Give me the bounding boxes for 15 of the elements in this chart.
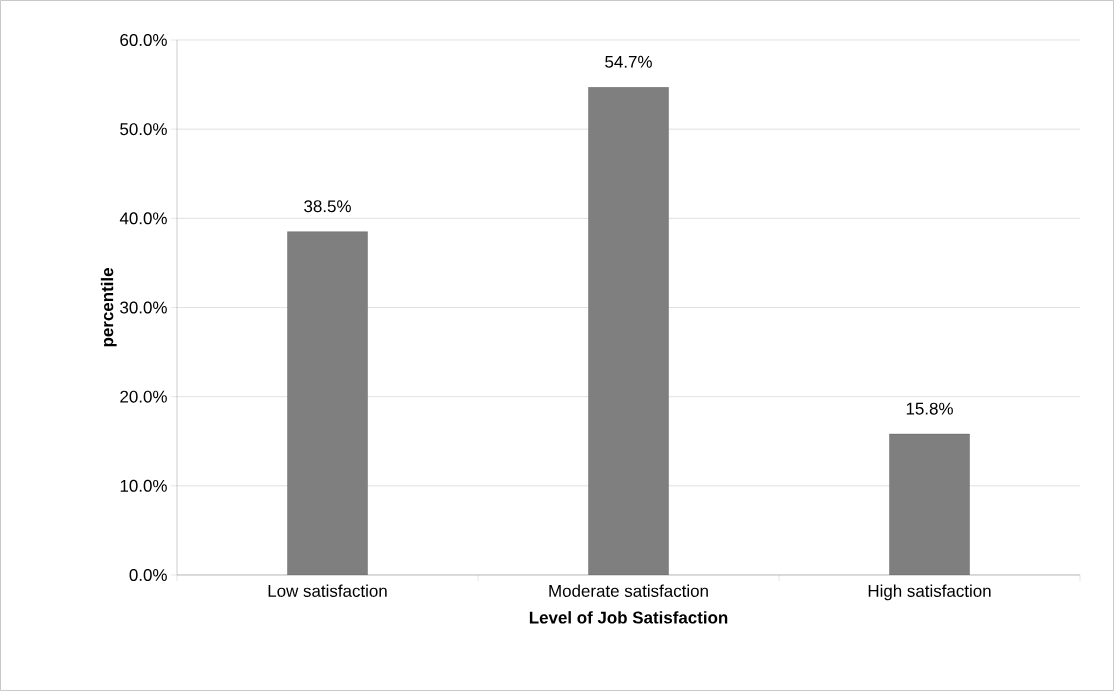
- data-label: 54.7%: [605, 55, 652, 68]
- data-label: 38.5%: [304, 200, 351, 213]
- x-tick-label: Low satisfaction: [268, 584, 387, 597]
- y-tick-label: 60.0%: [120, 33, 167, 46]
- y-tick-label: 0.0%: [129, 568, 167, 581]
- y-tick-label: 40.0%: [119, 212, 167, 225]
- y-tick-label: 30.0%: [120, 301, 167, 314]
- y-tick-label: 50.0%: [120, 123, 167, 136]
- y-tick-label: 10.0%: [120, 479, 167, 492]
- x-tick-label: Moderate satisfaction: [549, 584, 708, 597]
- data-label: 15.8%: [906, 402, 953, 415]
- y-tick-label: 20.0%: [120, 390, 167, 403]
- x-tick-label: High satisfaction: [868, 584, 991, 601]
- x-axis-title: Level of Job Satisfaction: [529, 611, 728, 624]
- y-axis-title: percentile: [100, 268, 117, 347]
